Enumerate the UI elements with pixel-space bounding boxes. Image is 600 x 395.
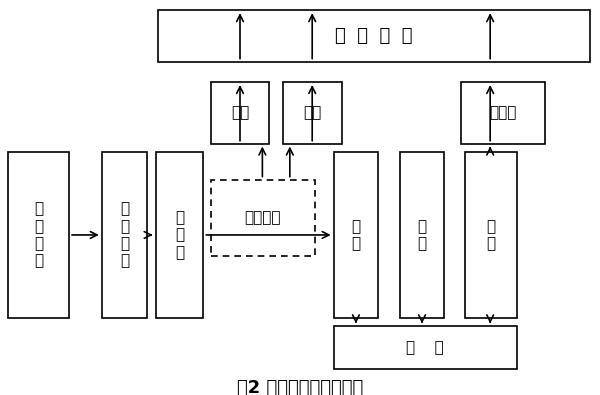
Bar <box>211 180 315 256</box>
Bar <box>334 152 379 318</box>
Text: 接
收
接
口: 接 收 接 口 <box>120 201 129 269</box>
Bar <box>155 152 203 318</box>
Text: 捕
捉: 捕 捉 <box>486 219 495 251</box>
Text: 统计: 统计 <box>231 105 249 120</box>
Text: 过
滤: 过 滤 <box>418 219 427 251</box>
Bar <box>101 152 148 318</box>
Bar <box>400 152 445 318</box>
Bar <box>334 326 517 369</box>
Text: 触
发: 触 发 <box>352 219 361 251</box>
Bar <box>283 82 341 144</box>
Text: 帧
处
理: 帧 处 理 <box>175 210 184 260</box>
Bar <box>461 82 545 144</box>
Text: 显  示  模  块: 显 示 模 块 <box>335 27 412 45</box>
Text: 图2 接收与分析原理框图: 图2 接收与分析原理框图 <box>237 379 363 395</box>
Bar <box>211 82 269 144</box>
Bar <box>8 152 69 318</box>
Text: 同    步: 同 步 <box>406 340 444 356</box>
Text: 被
测
设
备: 被 测 设 备 <box>34 201 43 269</box>
Bar <box>158 10 590 62</box>
Bar <box>465 152 517 318</box>
Text: 解码器: 解码器 <box>489 105 517 120</box>
Text: 性能分析: 性能分析 <box>245 211 281 226</box>
Text: 图形: 图形 <box>303 105 322 120</box>
